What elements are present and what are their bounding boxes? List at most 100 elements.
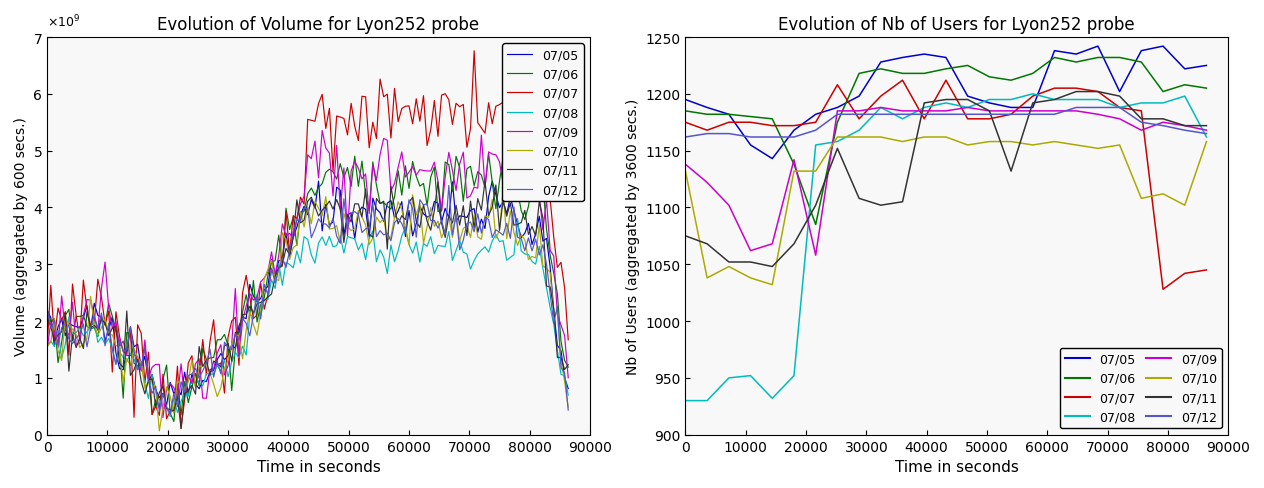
07/09 xyxy=(1134,128,1149,134)
07/05 xyxy=(1134,49,1149,55)
07/05 xyxy=(895,56,910,61)
07/05 xyxy=(873,60,889,66)
07/05 xyxy=(43,315,58,321)
07/10 xyxy=(873,135,889,141)
07/06 xyxy=(743,114,758,120)
07/12 xyxy=(1004,112,1019,118)
07/12 xyxy=(456,238,471,244)
07/09 xyxy=(315,128,330,134)
07/05 xyxy=(561,386,576,392)
07/12 xyxy=(895,112,910,118)
07/05 xyxy=(64,323,80,328)
07/11 xyxy=(1134,117,1149,122)
07/08 xyxy=(938,101,953,107)
Line: 07/05: 07/05 xyxy=(47,182,569,406)
07/09 xyxy=(64,300,80,305)
07/05 xyxy=(786,128,801,134)
07/10 xyxy=(1091,146,1106,152)
07/12 xyxy=(1155,123,1170,129)
07/11 xyxy=(453,223,468,228)
07/06 xyxy=(786,162,801,168)
07/11 xyxy=(1112,94,1127,100)
07/09 xyxy=(1068,109,1083,115)
07/09 xyxy=(938,109,953,115)
07/09 xyxy=(722,203,737,209)
07/07 xyxy=(786,123,801,129)
07/06 xyxy=(1047,56,1062,61)
07/08 xyxy=(509,216,525,222)
07/06 xyxy=(1198,86,1213,92)
07/10 xyxy=(64,326,80,332)
07/10 xyxy=(495,188,511,194)
07/10 xyxy=(1177,203,1192,209)
Y-axis label: Nb of Users (aggregated by 3600 secs.): Nb of Users (aggregated by 3600 secs.) xyxy=(626,99,640,374)
07/09 xyxy=(1047,109,1062,115)
07/12 xyxy=(1112,105,1127,111)
07/10 xyxy=(39,344,54,350)
07/10 xyxy=(982,140,997,145)
07/07 xyxy=(808,120,823,126)
07/10 xyxy=(895,140,910,145)
07/06 xyxy=(808,222,823,228)
07/11 xyxy=(478,179,493,184)
07/05 xyxy=(532,214,547,220)
07/09 xyxy=(678,162,693,168)
07/10 xyxy=(1112,142,1127,148)
07/08 xyxy=(982,98,997,103)
Legend: 07/05, 07/06, 07/07, 07/08, 07/09, 07/10, 07/11, 07/12: 07/05, 07/06, 07/07, 07/08, 07/09, 07/10… xyxy=(1059,348,1222,428)
07/10 xyxy=(938,135,953,141)
07/07 xyxy=(873,94,889,100)
07/08 xyxy=(561,392,576,398)
07/07 xyxy=(1134,109,1149,115)
07/11 xyxy=(1047,98,1062,103)
07/06 xyxy=(482,151,497,157)
07/07 xyxy=(532,105,547,111)
07/08 xyxy=(786,373,801,379)
07/12 xyxy=(829,112,844,118)
07/07 xyxy=(173,426,188,431)
07/09 xyxy=(1025,109,1040,115)
07/06 xyxy=(982,75,997,81)
07/07 xyxy=(982,117,997,122)
07/07 xyxy=(961,117,976,122)
07/07 xyxy=(64,282,80,287)
07/12 xyxy=(1047,112,1062,118)
07/09 xyxy=(1004,109,1019,115)
07/11 xyxy=(852,196,867,202)
07/12 xyxy=(344,211,359,217)
Line: 07/07: 07/07 xyxy=(685,81,1206,290)
07/06 xyxy=(895,71,910,77)
07/09 xyxy=(829,109,844,115)
07/05 xyxy=(743,142,758,148)
07/07 xyxy=(437,92,453,98)
07/05 xyxy=(1198,63,1213,69)
07/05 xyxy=(722,112,737,118)
07/09 xyxy=(1112,117,1127,122)
07/06 xyxy=(699,112,714,118)
07/08 xyxy=(532,244,547,250)
07/07 xyxy=(938,78,953,84)
07/09 xyxy=(786,158,801,163)
07/06 xyxy=(561,365,576,370)
07/06 xyxy=(453,165,468,171)
07/12 xyxy=(699,131,714,137)
07/06 xyxy=(722,112,737,118)
07/05 xyxy=(1091,44,1106,50)
07/05 xyxy=(982,101,997,107)
07/06 xyxy=(678,109,693,115)
07/07 xyxy=(1112,105,1127,111)
07/10 xyxy=(561,405,576,410)
07/11 xyxy=(561,362,576,368)
07/07 xyxy=(453,104,468,110)
07/11 xyxy=(786,242,801,247)
07/12 xyxy=(1177,128,1192,134)
07/06 xyxy=(1155,89,1170,95)
07/09 xyxy=(39,346,54,352)
07/06 xyxy=(344,184,359,190)
07/12 xyxy=(1025,112,1040,118)
07/08 xyxy=(961,105,976,111)
Text: $\times 10^9$: $\times 10^9$ xyxy=(47,14,81,30)
07/10 xyxy=(852,135,867,141)
07/11 xyxy=(344,220,359,225)
Line: 07/10: 07/10 xyxy=(685,138,1206,285)
